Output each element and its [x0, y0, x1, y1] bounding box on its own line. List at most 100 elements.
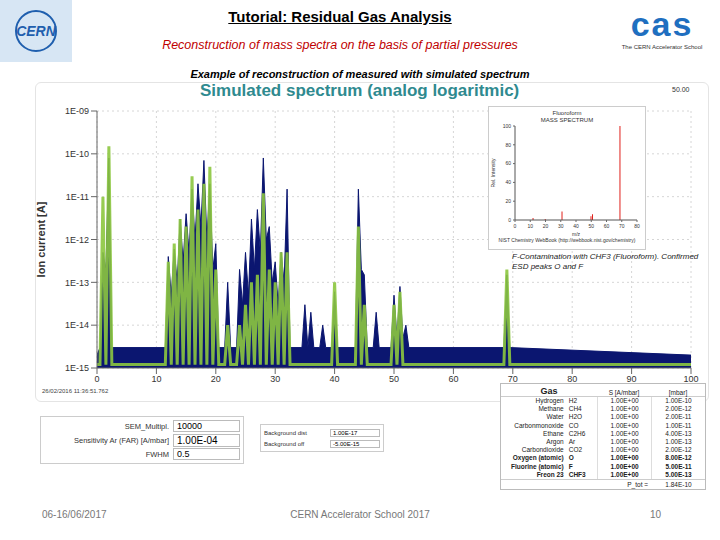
html-text:Carbonmonoxide: Carbonmonoxide	[514, 421, 564, 429]
html-text:1.00E+00: 1.00E+00	[610, 429, 639, 437]
html-text:[mbar]: [mbar]	[668, 389, 688, 396]
svg-text:30: 30	[558, 223, 564, 229]
html-text:CO2: CO2	[568, 446, 583, 454]
html-text:06-16/06/2017: 06-16/06/2017	[42, 509, 107, 520]
html-text:C2H6: C2H6	[568, 429, 586, 437]
html-text:Sensitivity Ar (FAR) [A/mbar]: Sensitivity Ar (FAR) [A/mbar]	[74, 435, 169, 445]
svg-text:1E-10: 1E-10	[65, 149, 89, 159]
svg-text:20: 20	[543, 223, 549, 229]
html-text:1.00E+00: 1.00E+00	[610, 405, 639, 413]
html-text:H2O: H2O	[568, 413, 583, 421]
html-text:Water: Water	[546, 413, 564, 421]
html-text:Tutorial: Residual Gas Analysi: Tutorial: Residual Gas Analysis	[228, 8, 452, 25]
svg-text:1E-14: 1E-14	[65, 320, 89, 330]
svg-text:1E-09: 1E-09	[65, 106, 89, 116]
svg-text:10: 10	[527, 223, 533, 229]
html-text:Methane: Methane	[538, 405, 564, 413]
svg-text:m/z: m/z	[572, 231, 581, 236]
html-text:1.00E+00: 1.00E+00	[610, 462, 639, 470]
html-text:10: 10	[650, 509, 662, 520]
html-text:Hydrogen: Hydrogen	[535, 397, 564, 404]
html-text:Fluorine (atomic): Fluorine (atomic)	[511, 462, 564, 470]
svg-text:90: 90	[626, 374, 637, 385]
html-text:CERN Accelerator School 2017: CERN Accelerator School 2017	[290, 509, 430, 520]
html-text:CH4: CH4	[568, 405, 582, 413]
html-text:FWHM: FWHM	[145, 449, 169, 459]
html-text:1.00E-13: 1.00E-13	[665, 437, 692, 445]
svg-text:50: 50	[389, 374, 399, 384]
html-text:0.5: 0.5	[177, 449, 190, 459]
html-text:5.00E-11: 5.00E-11	[665, 462, 692, 470]
html-text:Background dist: Background dist	[264, 429, 307, 436]
html-text:CO: CO	[568, 421, 579, 429]
html-text:CHF3: CHF3	[568, 470, 586, 478]
html-text:Ar: Ar	[568, 437, 576, 445]
html-text:Simulated spectrum (analog log: Simulated spectrum (analog logaritmic)	[200, 81, 520, 100]
svg-text:100: 100	[503, 124, 512, 129]
svg-text:50: 50	[588, 223, 594, 229]
svg-text:20: 20	[211, 374, 221, 384]
html-text:1.00E-10: 1.00E-10	[665, 397, 692, 404]
svg-text:40: 40	[505, 179, 511, 185]
svg-text:80: 80	[634, 223, 640, 229]
html-text:Argon: Argon	[546, 437, 564, 445]
svg-text:70: 70	[507, 374, 518, 385]
html-text:1.00E-17: 1.00E-17	[333, 429, 358, 436]
html-text:H2: H2	[568, 397, 577, 404]
svg-text:0: 0	[94, 374, 99, 384]
svg-text:80: 80	[567, 374, 578, 385]
svg-text:30: 30	[270, 374, 280, 384]
html-text:SEM_Multipl.: SEM_Multipl.	[124, 421, 169, 431]
html-text:-5.00E-15: -5.00E-15	[333, 440, 360, 447]
svg-text:1E-11: 1E-11	[66, 192, 89, 202]
html-text:5.00E-13: 5.00E-13	[665, 470, 692, 478]
svg-text:0: 0	[514, 223, 517, 229]
html-text:2.00E-11: 2.00E-11	[665, 413, 692, 421]
html-text:1.00E-04: 1.00E-04	[177, 434, 218, 446]
svg-text:60: 60	[604, 223, 610, 229]
html-text:Carbondioxide: Carbondioxide	[521, 446, 564, 454]
html-text:P_tot =: P_tot =	[627, 480, 649, 488]
svg-text:1E-13: 1E-13	[65, 278, 89, 288]
html-text:1.00E+00: 1.00E+00	[610, 397, 639, 404]
html-text:Gas: Gas	[540, 386, 558, 396]
svg-text:0: 0	[508, 217, 511, 223]
html-text:1.84E-10: 1.84E-10	[665, 480, 692, 488]
html-text:Freon 23: Freon 23	[536, 470, 564, 478]
html-text:2.00E-12: 2.00E-12	[665, 446, 692, 454]
html-text:Background off: Background off	[264, 440, 305, 447]
svg-text:CERN: CERN	[16, 23, 57, 39]
svg-text:40: 40	[330, 374, 340, 384]
svg-text:20: 20	[505, 198, 511, 204]
html-text:10000: 10000	[177, 421, 202, 431]
svg-text:1E-15: 1E-15	[65, 363, 89, 373]
html-text:50.00: 50.00	[672, 86, 690, 93]
html-text:1.00E+00: 1.00E+00	[610, 454, 639, 462]
svg-text:70: 70	[619, 223, 625, 229]
html-text:F-Contamination with CHF3 (Flu: F-Contamination with CHF3 (Fluoroform). …	[512, 252, 699, 271]
html-text:2.00E-12: 2.00E-12	[665, 405, 692, 413]
html-text:Ethane: Ethane	[543, 429, 564, 437]
svg-text:100: 100	[683, 374, 699, 385]
html-text:1.00E+00: 1.00E+00	[610, 470, 639, 478]
svg-text:60: 60	[505, 160, 511, 166]
svg-text:Rel. Intensity: Rel. Intensity	[490, 158, 496, 187]
html-text:1.00E-11: 1.00E-11	[665, 421, 692, 429]
html-text:8.00E-12: 8.00E-12	[665, 454, 692, 462]
html-text:1.00E+00: 1.00E+00	[610, 437, 639, 445]
html-text:cas: cas	[630, 5, 694, 43]
html-text:Oxygen (atomic): Oxygen (atomic)	[512, 454, 564, 462]
html-text:4.00E-13: 4.00E-13	[665, 429, 692, 437]
svg-text:80: 80	[505, 142, 511, 148]
html-text:S [A/mbar]: S [A/mbar]	[608, 389, 640, 396]
html-text:1.00E+00: 1.00E+00	[610, 446, 639, 454]
svg-text:1E-12: 1E-12	[65, 235, 89, 245]
svg-text:40: 40	[573, 223, 579, 229]
svg-text:10: 10	[151, 374, 161, 384]
html-text:Example of reconstruction of m: Example of reconstruction of measured wi…	[190, 68, 530, 80]
html-text:1.00E+00: 1.00E+00	[610, 413, 639, 421]
html-text:1.00E+00: 1.00E+00	[610, 421, 639, 429]
svg-text:Ion current [A]: Ion current [A]	[35, 201, 47, 277]
html-text:Reconstruction of mass spectra: Reconstruction of mass spectra on the ba…	[162, 38, 518, 52]
svg-text:60: 60	[448, 374, 458, 384]
